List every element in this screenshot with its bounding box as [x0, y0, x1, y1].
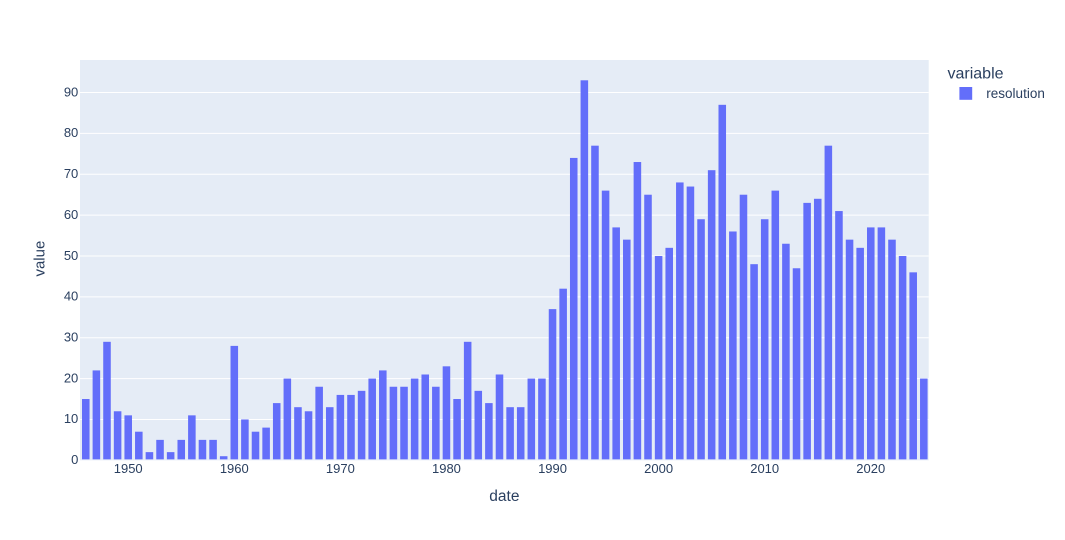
- svg-text:70: 70: [64, 166, 78, 181]
- svg-text:40: 40: [64, 289, 78, 304]
- svg-text:2020: 2020: [856, 461, 885, 476]
- svg-text:1950: 1950: [114, 461, 143, 476]
- svg-text:20: 20: [64, 370, 78, 385]
- svg-text:1960: 1960: [220, 461, 249, 476]
- svg-text:0: 0: [71, 452, 78, 467]
- svg-text:1990: 1990: [538, 461, 567, 476]
- svg-text:60: 60: [64, 207, 78, 222]
- svg-text:80: 80: [64, 125, 78, 140]
- svg-text:50: 50: [64, 248, 78, 263]
- svg-text:30: 30: [64, 330, 78, 345]
- svg-text:resolution: resolution: [986, 86, 1045, 101]
- svg-text:1980: 1980: [432, 461, 461, 476]
- svg-text:2010: 2010: [750, 461, 779, 476]
- svg-text:1970: 1970: [326, 461, 355, 476]
- svg-text:90: 90: [64, 84, 78, 99]
- svg-text:date: date: [489, 488, 519, 505]
- svg-text:value: value: [31, 241, 48, 277]
- svg-text:2000: 2000: [644, 461, 673, 476]
- svg-text:10: 10: [64, 411, 78, 426]
- svg-text:variable: variable: [948, 66, 1004, 83]
